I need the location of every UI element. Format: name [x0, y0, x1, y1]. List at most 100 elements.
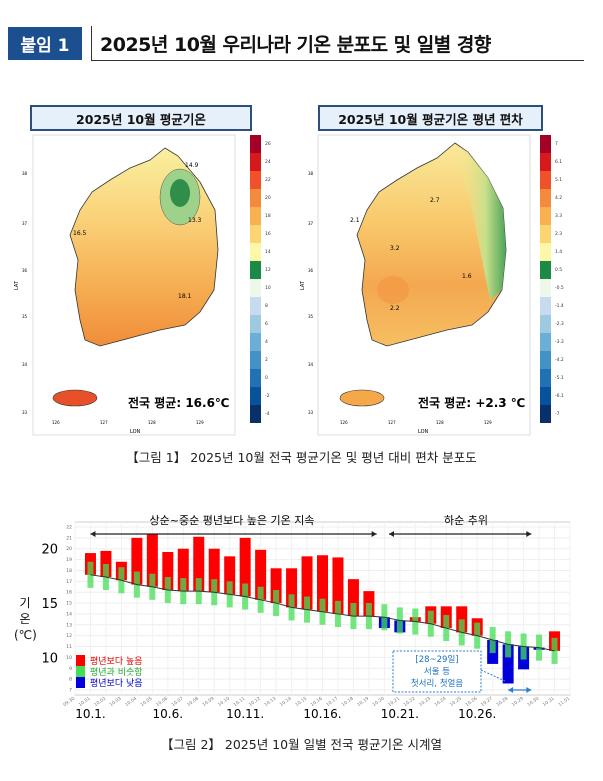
x-major-label: 10.1. — [75, 707, 106, 721]
svg-text:127: 127 — [388, 420, 396, 425]
bar-above-normal — [177, 548, 189, 592]
colorbar-label: 16 — [265, 231, 271, 237]
svg-text:126: 126 — [52, 420, 60, 425]
colorbar-segment — [250, 135, 261, 153]
jeju-mean — [52, 389, 98, 407]
colorbar-segment — [250, 153, 261, 171]
map-mean: 14.9 13.3 16.5 18.1 38 37 36 35 34 33 12… — [14, 134, 271, 436]
colorbar-label: -4 — [265, 411, 270, 417]
svg-text:129: 129 — [484, 420, 492, 425]
bar-above-normal — [146, 533, 158, 587]
colorbar-segment — [540, 261, 551, 279]
colorbar-label: 2 — [265, 357, 268, 363]
colorbar-segment — [250, 207, 261, 225]
x-tick-label: 10.18 — [341, 696, 355, 708]
colorbar-label: 22 — [265, 177, 271, 183]
colorbar-label: 1.4 — [555, 249, 562, 255]
x-tick-label: 10.24 — [433, 696, 447, 708]
colorbar-segment — [250, 369, 261, 387]
colorbar-anomaly: 7 6.1 5.1 4.2 3.3 2.3 1.4 0.5 -0.5 -1.4 -2.3 -3.3 -4… — [540, 135, 564, 423]
figure1-caption: 【그림 1】 2025년 10월 전국 평균기온 및 평년 대비 편차 분포도 — [126, 450, 477, 465]
x-axis-label: LON — [418, 429, 429, 435]
colorbar-label: 20 — [265, 195, 271, 201]
colorbar-label: -0.5 — [555, 285, 564, 291]
x-major-label: 10.11. — [226, 707, 264, 721]
svg-text:127: 127 — [100, 420, 108, 425]
colorbar-segment — [250, 333, 261, 351]
x-major-label: 10.16. — [303, 707, 341, 721]
colorbar-label: 0 — [265, 375, 268, 381]
y-minor-tick: 8 — [69, 677, 72, 683]
colorbar-segment — [250, 351, 261, 369]
contour-label: 16.5 — [73, 230, 87, 237]
legend-label: 평년보다 높음 — [90, 656, 143, 667]
y-minor-tick: 18 — [66, 568, 72, 574]
colorbar-label: 5.1 — [555, 177, 562, 183]
colorbar-label: 10 — [265, 285, 271, 291]
page-title: 2025년 10월 우리나라 기온 분포도 및 일별 경향 — [100, 34, 491, 56]
colorbar-segment — [540, 207, 551, 225]
y-major-tick: 20 — [41, 543, 58, 558]
legend-label: 평년과 비슷함 — [90, 667, 143, 678]
colorbar-segment — [540, 153, 551, 171]
svg-text:서울 등: 서울 등 — [424, 667, 450, 677]
colorbar-segment — [250, 225, 261, 243]
colorbar-segment — [250, 261, 261, 279]
contour-label: 3.2 — [390, 245, 400, 252]
frost-period-arrow-head — [508, 687, 532, 693]
bar-above-normal — [317, 555, 328, 612]
x-tick-label: 10.13 — [263, 696, 277, 708]
legend-swatch-high — [76, 655, 85, 666]
national-anomaly: 전국 평균: +2.3 ℃ — [418, 395, 525, 410]
x-tick-label: 10.28 — [495, 696, 509, 708]
x-tick-label: 10.09 — [201, 696, 215, 708]
y-major-tick: 10 — [41, 651, 58, 666]
contour-label: 2.1 — [350, 217, 360, 224]
colorbar-segment — [540, 333, 551, 351]
svg-text:36: 36 — [22, 268, 28, 273]
svg-text:129: 129 — [196, 420, 204, 425]
bar-above-normal — [301, 556, 313, 610]
bar-below-normal — [502, 644, 514, 684]
colorbar-segment — [250, 171, 261, 189]
bar-above-normal — [332, 557, 344, 614]
colorbar-label: -6.1 — [555, 393, 564, 399]
bar-above-normal — [270, 568, 282, 604]
colorbar-segment — [250, 297, 261, 315]
colorbar-label: -7 — [555, 411, 560, 417]
bar-above-normal — [239, 537, 251, 597]
contour-label: 1.6 — [462, 273, 472, 280]
colorbar-label: 7 — [555, 141, 558, 147]
x-tick-label: 09.30 — [62, 696, 76, 708]
bar-above-normal — [193, 536, 205, 592]
x-tick-label: 10.30 — [526, 696, 540, 708]
map-mean-title: 2025년 10월 평균기온 — [30, 105, 252, 131]
bar-above-normal — [162, 551, 174, 591]
y-minor-tick: 21 — [66, 535, 72, 541]
y-minor-tick: 7 — [69, 688, 72, 694]
y-major-tick: 15 — [41, 597, 58, 612]
normal-line — [90, 574, 555, 652]
y-minor-tick: 20 — [66, 546, 72, 552]
legend-swatch-normal — [76, 666, 85, 677]
colorbar-label: 4.2 — [555, 195, 562, 201]
y-minor-tick: 13 — [66, 622, 72, 628]
svg-text:[28~29일]: [28~29일] — [415, 655, 458, 665]
colorbar-label: -2.3 — [555, 321, 564, 327]
normal-range-bar — [87, 561, 94, 588]
title-underline — [92, 60, 584, 61]
colorbar-segment — [540, 351, 551, 369]
x-tick-label: 10.03 — [109, 696, 123, 708]
svg-text:34: 34 — [22, 362, 28, 367]
svg-text:33: 33 — [308, 410, 314, 415]
colorbar-label: 6 — [265, 321, 268, 327]
colorbar-label: 12 — [265, 267, 271, 273]
figure2-caption: 【그림 2】 2025년 10월 일별 전국 평균기온 시계열 — [161, 737, 442, 752]
bar-above-normal — [347, 579, 359, 617]
contour-label: 18.1 — [178, 293, 192, 300]
annotation-period1: 상순~중순 평년보다 높은 기온 지속 — [150, 514, 315, 527]
x-tick-label: 10.14 — [279, 696, 293, 708]
first-frost-annotation: [28~29일] 서울 등 첫서리, 첫얼음 — [392, 650, 506, 693]
colorbar-label: -5.1 — [555, 375, 564, 381]
